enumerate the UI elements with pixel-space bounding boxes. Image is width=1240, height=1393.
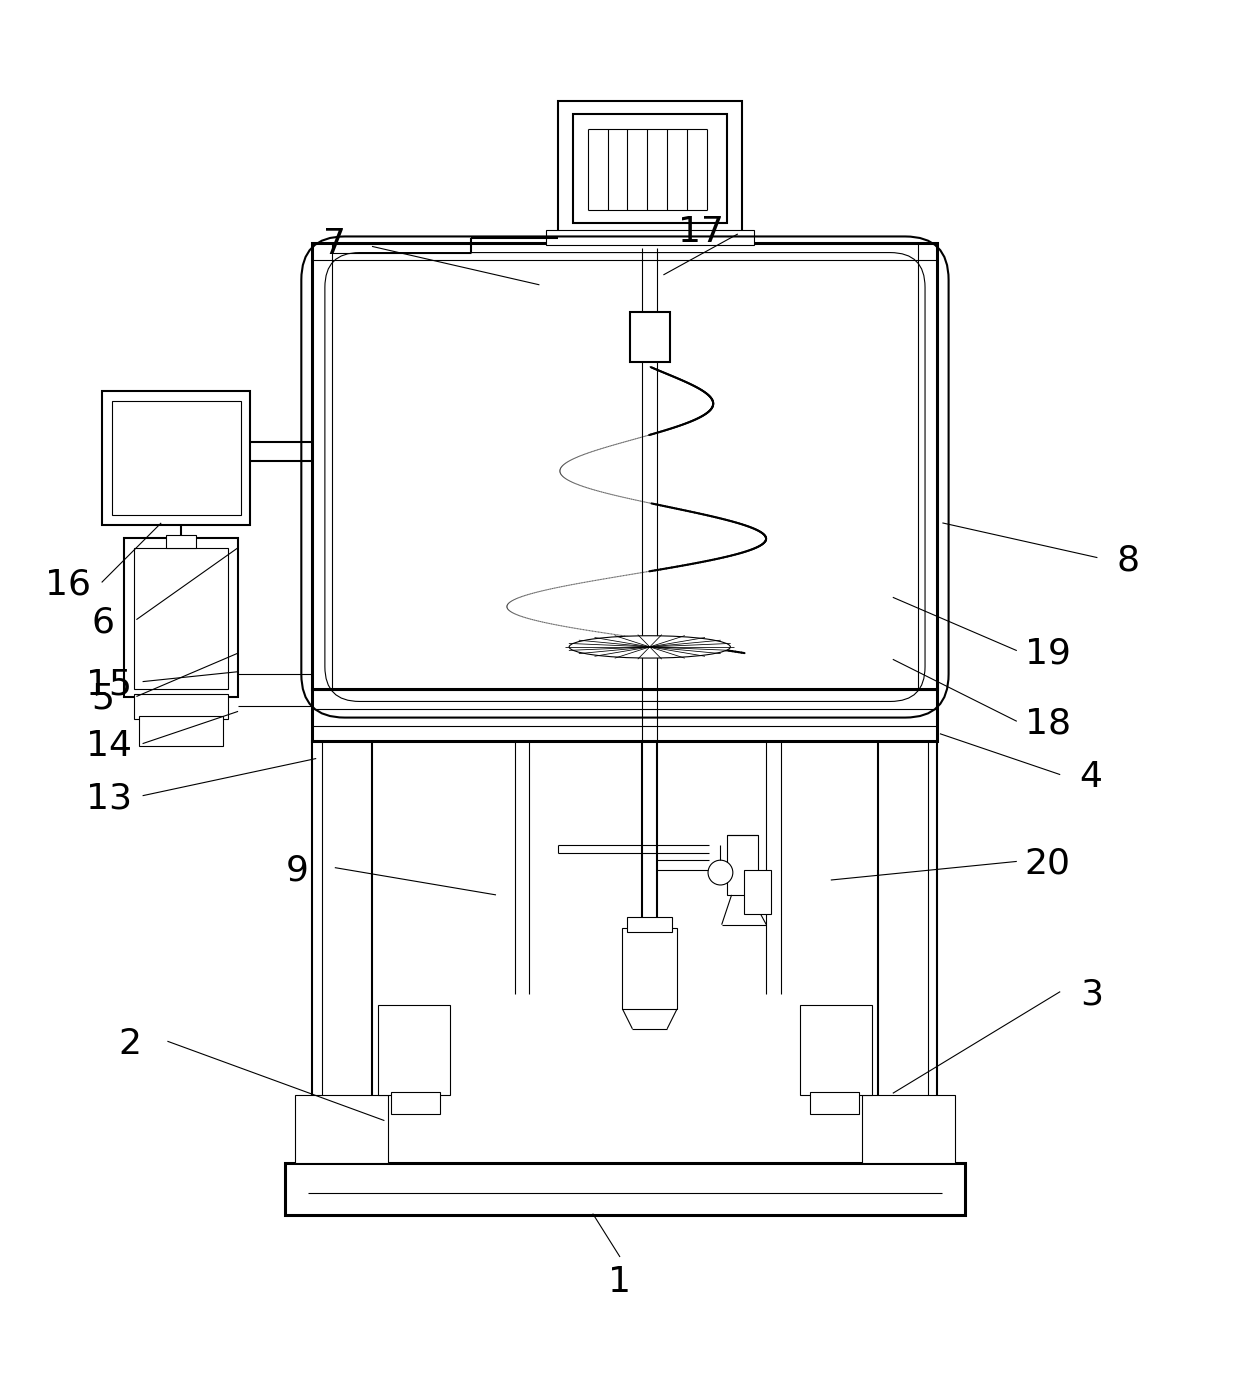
Text: 20: 20 <box>1024 847 1071 880</box>
Bar <box>312 690 937 741</box>
Bar <box>312 242 937 690</box>
Bar <box>124 538 238 696</box>
Text: 18: 18 <box>1024 706 1071 741</box>
Bar <box>744 871 771 914</box>
Text: 14: 14 <box>86 729 133 763</box>
Text: 9: 9 <box>286 853 309 887</box>
Text: 19: 19 <box>1025 637 1070 670</box>
Bar <box>134 694 228 719</box>
Bar <box>878 741 937 1163</box>
Bar <box>139 716 223 747</box>
Text: 2: 2 <box>119 1027 141 1060</box>
Bar <box>862 1095 955 1163</box>
Bar <box>102 391 250 525</box>
Bar <box>630 312 670 362</box>
Text: 8: 8 <box>1117 543 1140 577</box>
Bar <box>622 928 677 1009</box>
Bar <box>312 741 372 1163</box>
Bar <box>800 1006 872 1095</box>
Ellipse shape <box>569 635 730 657</box>
Bar <box>727 836 758 894</box>
Text: 15: 15 <box>86 667 133 701</box>
Bar <box>391 1092 440 1114</box>
Bar <box>810 1092 859 1114</box>
Text: 3: 3 <box>1080 976 1102 1011</box>
Bar <box>378 1006 450 1095</box>
Text: 1: 1 <box>609 1265 631 1298</box>
Bar <box>285 1163 965 1215</box>
Text: 17: 17 <box>677 215 724 248</box>
Circle shape <box>708 861 733 885</box>
Bar <box>295 1095 388 1163</box>
Text: 5: 5 <box>92 683 114 716</box>
Bar <box>573 114 727 223</box>
Bar <box>546 230 754 245</box>
Text: 4: 4 <box>1080 761 1102 794</box>
Text: 7: 7 <box>324 227 346 260</box>
Bar <box>627 917 672 932</box>
Bar <box>134 547 228 690</box>
Bar <box>558 102 742 235</box>
Text: 13: 13 <box>86 781 133 815</box>
Text: 6: 6 <box>92 605 114 639</box>
Bar <box>112 401 241 515</box>
Text: 16: 16 <box>45 568 92 602</box>
Bar <box>166 535 196 547</box>
